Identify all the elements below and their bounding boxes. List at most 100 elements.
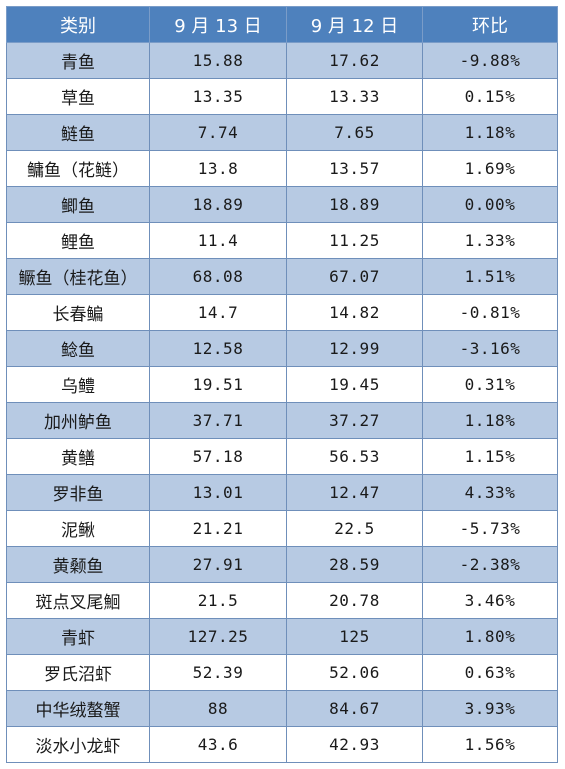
sep13-price-cell: 68.08: [149, 258, 287, 295]
sep13-price-cell: 13.8: [149, 150, 287, 187]
sep13-price-cell: 127.25: [149, 618, 287, 655]
category-cell: 青虾: [6, 618, 150, 655]
sep13-price-cell: 52.39: [149, 654, 287, 691]
change-cell: -3.16%: [422, 330, 558, 367]
category-cell: 泥鳅: [6, 510, 150, 547]
sep12-price-cell: 11.25: [286, 222, 423, 259]
table-row: 淡水小龙虾 43.6 42.93 1.56%: [6, 726, 558, 763]
change-cell: -5.73%: [422, 510, 558, 547]
category-cell: 鲫鱼: [6, 186, 150, 223]
sep12-price-cell: 7.65: [286, 114, 423, 151]
sep12-price-cell: 12.99: [286, 330, 423, 367]
change-cell: 0.31%: [422, 366, 558, 403]
category-cell: 中华绒螯蟹: [6, 690, 150, 727]
change-cell: 0.63%: [422, 654, 558, 691]
table-body: 青鱼 15.88 17.62 -9.88% 草鱼 13.35 13.33 0.15% 鲢鱼 7.7…: [6, 42, 558, 763]
category-cell: 斑点叉尾鮰: [6, 582, 150, 619]
table-row: 鲢鱼 7.74 7.65 1.18%: [6, 114, 558, 151]
change-cell: 1.15%: [422, 438, 558, 475]
change-cell: 3.93%: [422, 690, 558, 727]
table-row: 加州鲈鱼 37.71 37.27 1.18%: [6, 402, 558, 439]
table-row: 鲫鱼 18.89 18.89 0.00%: [6, 186, 558, 223]
table-row: 长春鳊 14.7 14.82 -0.81%: [6, 294, 558, 331]
sep12-price-cell: 37.27: [286, 402, 423, 439]
sep12-price-cell: 56.53: [286, 438, 423, 475]
change-cell: 0.00%: [422, 186, 558, 223]
change-cell: 1.33%: [422, 222, 558, 259]
sep13-price-cell: 15.88: [149, 42, 287, 79]
table-row: 中华绒螯蟹 88 84.67 3.93%: [6, 690, 558, 727]
sep13-price-cell: 43.6: [149, 726, 287, 763]
sep13-price-cell: 27.91: [149, 546, 287, 583]
change-cell: 4.33%: [422, 474, 558, 511]
category-cell: 加州鲈鱼: [6, 402, 150, 439]
sep12-price-cell: 19.45: [286, 366, 423, 403]
category-cell: 鲤鱼: [6, 222, 150, 259]
sep13-price-cell: 19.51: [149, 366, 287, 403]
category-cell: 罗非鱼: [6, 474, 150, 511]
category-cell: 淡水小龙虾: [6, 726, 150, 763]
table-row: 乌鳢 19.51 19.45 0.31%: [6, 366, 558, 403]
sep13-price-cell: 12.58: [149, 330, 287, 367]
table-row: 青鱼 15.88 17.62 -9.88%: [6, 42, 558, 79]
sep13-price-cell: 11.4: [149, 222, 287, 259]
table-row: 罗非鱼 13.01 12.47 4.33%: [6, 474, 558, 511]
category-cell: 鳙鱼（花鲢）: [6, 150, 150, 187]
header-sep-13: 9 月 13 日: [149, 6, 287, 43]
sep12-price-cell: 28.59: [286, 546, 423, 583]
sep12-price-cell: 42.93: [286, 726, 423, 763]
sep13-price-cell: 14.7: [149, 294, 287, 331]
sep13-price-cell: 57.18: [149, 438, 287, 475]
table-header: 类别 9 月 13 日 9 月 12 日 环比: [6, 6, 558, 43]
header-category: 类别: [6, 6, 150, 43]
category-cell: 草鱼: [6, 78, 150, 115]
category-cell: 黄颡鱼: [6, 546, 150, 583]
sep12-price-cell: 13.57: [286, 150, 423, 187]
change-cell: -2.38%: [422, 546, 558, 583]
table-row: 鳜鱼（桂花鱼） 68.08 67.07 1.51%: [6, 258, 558, 295]
header-change: 环比: [422, 6, 558, 43]
table-row: 鲶鱼 12.58 12.99 -3.16%: [6, 330, 558, 367]
sep12-price-cell: 84.67: [286, 690, 423, 727]
category-cell: 鲢鱼: [6, 114, 150, 151]
category-cell: 乌鳢: [6, 366, 150, 403]
sep12-price-cell: 12.47: [286, 474, 423, 511]
category-cell: 青鱼: [6, 42, 150, 79]
table-row: 鳙鱼（花鲢） 13.8 13.57 1.69%: [6, 150, 558, 187]
table-row: 罗氏沼虾 52.39 52.06 0.63%: [6, 654, 558, 691]
change-cell: 1.69%: [422, 150, 558, 187]
category-cell: 鳜鱼（桂花鱼）: [6, 258, 150, 295]
change-cell: 0.15%: [422, 78, 558, 115]
sep13-price-cell: 37.71: [149, 402, 287, 439]
header-row: 类别 9 月 13 日 9 月 12 日 环比: [6, 6, 558, 43]
sep12-price-cell: 18.89: [286, 186, 423, 223]
sep13-price-cell: 21.5: [149, 582, 287, 619]
change-cell: 1.80%: [422, 618, 558, 655]
category-cell: 罗氏沼虾: [6, 654, 150, 691]
change-cell: 1.18%: [422, 114, 558, 151]
change-cell: -9.88%: [422, 42, 558, 79]
table-row: 青虾 127.25 125 1.80%: [6, 618, 558, 655]
category-cell: 长春鳊: [6, 294, 150, 331]
change-cell: -0.81%: [422, 294, 558, 331]
table-row: 鲤鱼 11.4 11.25 1.33%: [6, 222, 558, 259]
sep13-price-cell: 18.89: [149, 186, 287, 223]
sep13-price-cell: 13.01: [149, 474, 287, 511]
table-row: 泥鳅 21.21 22.5 -5.73%: [6, 510, 558, 547]
change-cell: 1.56%: [422, 726, 558, 763]
sep13-price-cell: 88: [149, 690, 287, 727]
category-cell: 黄鳝: [6, 438, 150, 475]
table-row: 草鱼 13.35 13.33 0.15%: [6, 78, 558, 115]
sep12-price-cell: 13.33: [286, 78, 423, 115]
sep13-price-cell: 21.21: [149, 510, 287, 547]
sep12-price-cell: 17.62: [286, 42, 423, 79]
sep12-price-cell: 125: [286, 618, 423, 655]
sep12-price-cell: 14.82: [286, 294, 423, 331]
sep12-price-cell: 20.78: [286, 582, 423, 619]
price-comparison-table: 类别 9 月 13 日 9 月 12 日 环比 青鱼 15.88 17.62 -9.8…: [6, 6, 558, 763]
change-cell: 3.46%: [422, 582, 558, 619]
table-row: 斑点叉尾鮰 21.5 20.78 3.46%: [6, 582, 558, 619]
table-row: 黄颡鱼 27.91 28.59 -2.38%: [6, 546, 558, 583]
sep12-price-cell: 67.07: [286, 258, 423, 295]
